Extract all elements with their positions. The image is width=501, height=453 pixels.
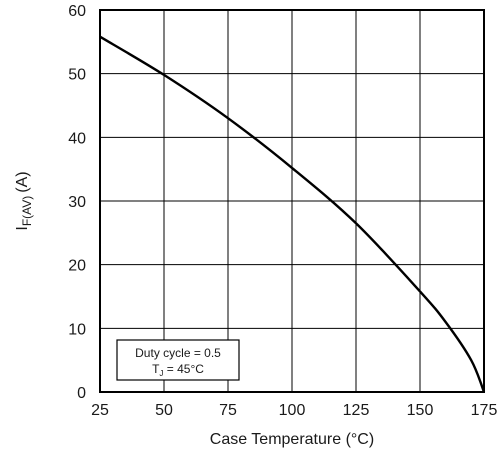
y-tick-label: 40	[68, 130, 86, 147]
y-axis-label-main: I	[14, 226, 31, 230]
x-tick-label: 175	[471, 402, 498, 419]
series-layer	[99, 35, 486, 393]
x-tick-label: 75	[219, 402, 237, 419]
y-tick-label: 10	[68, 321, 86, 338]
x-axis-label: Case Temperature (°C)	[210, 431, 374, 448]
x-tick-label: 125	[343, 402, 370, 419]
x-tick-label: 100	[279, 402, 306, 419]
annotation-line-2: TJ = 45°C	[152, 362, 204, 378]
x-tick-label: 25	[91, 402, 109, 419]
y-tick-label: 50	[68, 67, 86, 84]
y-tick-label: 0	[77, 385, 86, 402]
y-tick-label: 20	[68, 258, 86, 275]
annotation-line-1: Duty cycle = 0.5	[135, 346, 221, 360]
y-axis-label: IF(AV) (A)	[14, 171, 34, 230]
annotation-box: Duty cycle = 0.5 TJ = 45°C	[116, 339, 240, 381]
y-axis-label-unit: (A)	[14, 171, 31, 192]
grid	[99, 9, 485, 393]
x-tick-label: 150	[407, 402, 434, 419]
x-tick-label: 50	[155, 402, 173, 419]
annotation-tj-sub: J	[159, 369, 163, 378]
y-axis-label-sub: F(AV)	[20, 196, 34, 226]
x-tick-labels: 25 50 75 100 125 150 175	[91, 402, 497, 419]
y-tick-label: 60	[68, 3, 86, 20]
plot-frame	[99, 9, 485, 393]
y-tick-labels: 0 10 20 30 40 50 60	[68, 3, 86, 402]
annotation-tj-rest: = 45°C	[163, 362, 204, 376]
annotation-frame	[116, 339, 240, 381]
series-line-0	[99, 35, 486, 393]
y-tick-label: 30	[68, 194, 86, 211]
annotation-tj-main: T	[152, 362, 160, 376]
